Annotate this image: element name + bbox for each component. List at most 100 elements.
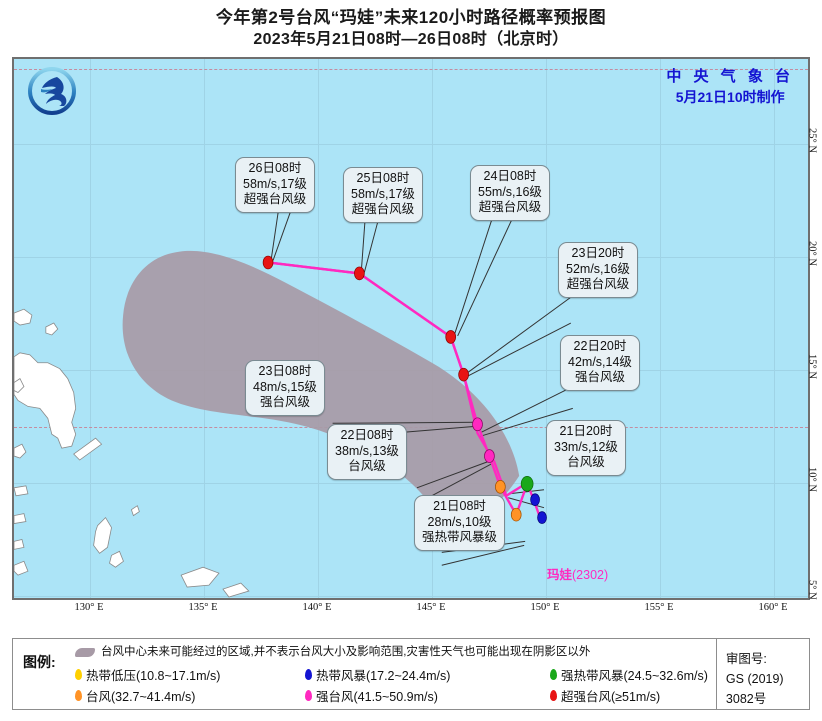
gridline-dashed-top xyxy=(14,69,808,70)
title-line-2: 2023年5月21日08时—26日08时（北京时） xyxy=(253,31,569,48)
legend-item-typhoon: 台风(32.7~41.4m/s) xyxy=(75,685,305,706)
legend-item-label: 热带低压(10.8~17.1m/s) xyxy=(86,669,221,683)
title-line-1: 今年第2号台风“玛娃”未来120小时路径概率预报图 xyxy=(215,8,607,27)
track-point-past-2 xyxy=(537,511,547,524)
callout-category: 强台风级 xyxy=(259,395,310,409)
approval-label: 审图号: xyxy=(725,652,767,666)
lat-label-15: 15° N xyxy=(806,354,818,379)
map-frame[interactable]: 中 央 气 象 台 5月21日10时制作 26日08时 58m/s,17级 超强… xyxy=(12,57,810,600)
land-layer xyxy=(14,308,250,598)
map-canvas: 中 央 气 象 台 5月21日10时制作 26日08时 58m/s,17级 超强… xyxy=(14,59,808,598)
gridline-lat-5 xyxy=(14,596,808,597)
storm-code: (2302) xyxy=(572,568,609,582)
legend-item-label: 台风(32.7~41.4m/s) xyxy=(86,690,196,704)
approval-block: 审图号: GS (2019) 3082号 xyxy=(715,639,809,709)
legend-item-label: 超强台风(≥51m/s) xyxy=(561,690,661,704)
callout-wind: 38m/s,13级 xyxy=(335,443,399,458)
legend-title: 图例: xyxy=(23,654,56,670)
watermark-org: 中 央 气 象 台 xyxy=(666,68,794,85)
callout-time: 22日08时 xyxy=(340,428,394,442)
typhoon-track-layer xyxy=(262,255,547,524)
lon-label-135: 135° E xyxy=(188,602,218,613)
callout-26d08[interactable]: 26日08时 58m/s,17级 超强台风级 xyxy=(235,157,315,213)
callout-24d08[interactable]: 24日08时 55m/s,16级 超强台风级 xyxy=(470,165,550,221)
track-point-21d08 xyxy=(520,476,534,492)
track-point-23d20 xyxy=(458,367,469,382)
track-point-21d20 xyxy=(510,507,522,522)
gridline-lat-20 xyxy=(14,257,808,258)
callout-time: 25日08时 xyxy=(356,171,410,185)
callout-wind: 42m/s,14级 xyxy=(568,354,632,369)
lon-label-140: 140° E xyxy=(302,602,332,613)
storm-dot-icon xyxy=(305,690,312,701)
track-points xyxy=(262,255,547,524)
legend-item-severe-tropical-storm: 强热带风暴(24.5~32.6m/s) xyxy=(550,664,708,685)
callout-wind: 55m/s,16级 xyxy=(478,184,542,199)
callout-22d08[interactable]: 22日08时 38m/s,13级 台风级 xyxy=(327,424,407,480)
gridline-lat-10 xyxy=(14,483,808,484)
callout-wind: 33m/s,12级 xyxy=(554,439,618,454)
legend-box: 图例: 台风中心未来可能经过的区域,并不表示台风大小及影响范围,灾害性天气也可能… xyxy=(12,638,810,710)
callout-23d08[interactable]: 23日08时 48m/s,15级 强台风级 xyxy=(245,360,325,416)
lat-label-5: 5° N xyxy=(806,580,818,600)
track-point-past-1 xyxy=(530,493,540,507)
callout-category: 强热带风暴级 xyxy=(422,530,498,544)
legend-item-label: 热带风暴(17.2~24.4m/s) xyxy=(316,669,451,683)
lon-label-155: 155° E xyxy=(644,602,674,613)
track-point-24d08 xyxy=(445,330,457,344)
track-point-23d08 xyxy=(472,417,483,432)
cma-watermark: 中 央 气 象 台 5月21日10时制作 xyxy=(666,67,794,107)
legend-category-grid: 热带低压(10.8~17.1m/s) 热带风暴(17.2~24.4m/s) 强热… xyxy=(75,664,708,706)
callout-category: 强台风级 xyxy=(574,370,625,384)
track-point-22d08 xyxy=(495,480,506,494)
callout-wind: 58m/s,17级 xyxy=(351,186,415,201)
gridline-lon-145 xyxy=(432,59,433,598)
lat-label-20: 20° N xyxy=(806,241,818,266)
storm-name-cn: 玛娃 xyxy=(547,568,573,582)
legend-item-tropical-storm: 热带风暴(17.2~24.4m/s) xyxy=(305,664,550,685)
callout-25d08[interactable]: 25日08时 58m/s,17级 超强台风级 xyxy=(343,167,423,223)
callout-category: 超强台风级 xyxy=(566,277,630,291)
track-point-25d08 xyxy=(354,266,365,281)
callout-time: 24日08时 xyxy=(483,169,537,183)
storm-dot-icon xyxy=(75,690,82,701)
callout-category: 超强台风级 xyxy=(243,192,307,206)
callout-category: 超强台风级 xyxy=(351,202,415,216)
legend-main: 图例: 台风中心未来可能经过的区域,并不表示台风大小及影响范围,灾害性天气也可能… xyxy=(13,639,716,709)
callout-category: 超强台风级 xyxy=(478,200,542,214)
storm-name-label: 玛娃(2302) xyxy=(547,564,608,583)
storm-dot-icon xyxy=(75,669,82,680)
lon-label-130: 130° E xyxy=(74,602,104,613)
callout-22d20[interactable]: 22日20时 42m/s,14级 强台风级 xyxy=(560,335,640,391)
lon-label-145: 145° E xyxy=(416,602,446,613)
callout-time: 21日08时 xyxy=(433,499,486,513)
callout-time: 21日20时 xyxy=(559,424,613,438)
callout-21d20[interactable]: 21日20时 33m/s,12级 台风级 xyxy=(546,420,626,476)
track-point-22d20 xyxy=(484,449,495,463)
lon-label-160: 160° E xyxy=(758,602,788,613)
legend-item-super-typhoon: 超强台风(≥51m/s) xyxy=(550,685,708,706)
lon-label-150: 150° E xyxy=(530,602,560,613)
page-title: 今年第2号台风“玛娃”未来120小时路径概率预报图 2023年5月21日08时—… xyxy=(0,6,822,51)
callout-23d20[interactable]: 23日20时 52m/s,16级 超强台风级 xyxy=(558,242,638,298)
gridline-lon-150 xyxy=(546,59,547,598)
callout-time: 23日20时 xyxy=(571,246,625,260)
track-point-26d08 xyxy=(262,255,274,270)
storm-dot-icon xyxy=(550,690,557,701)
callout-wind: 52m/s,16级 xyxy=(566,261,630,276)
legend-item-severe-typhoon: 强台风(41.5~50.9m/s) xyxy=(305,685,550,706)
gridline-lat-25 xyxy=(14,144,808,145)
lat-label-25: 25° N xyxy=(806,128,818,153)
callout-time: 22日20时 xyxy=(573,339,627,353)
legend-item-label: 强热带风暴(24.5~32.6m/s) xyxy=(561,669,708,683)
gridline-lon-160 xyxy=(774,59,775,598)
storm-dot-icon xyxy=(305,669,312,680)
legend-cone-note: 台风中心未来可能经过的区域,并不表示台风大小及影响范围,灾害性天气也可能出现在阴… xyxy=(101,646,591,658)
callout-category: 台风级 xyxy=(348,459,386,473)
callout-wind: 58m/s,17级 xyxy=(243,176,307,191)
approval-number: GS (2019) 3082号 xyxy=(725,672,784,706)
gridline-lon-155 xyxy=(660,59,661,598)
callout-21d08[interactable]: 21日08时 28m/s,10级 强热带风暴级 xyxy=(414,495,506,551)
callout-wind: 28m/s,10级 xyxy=(427,514,492,529)
